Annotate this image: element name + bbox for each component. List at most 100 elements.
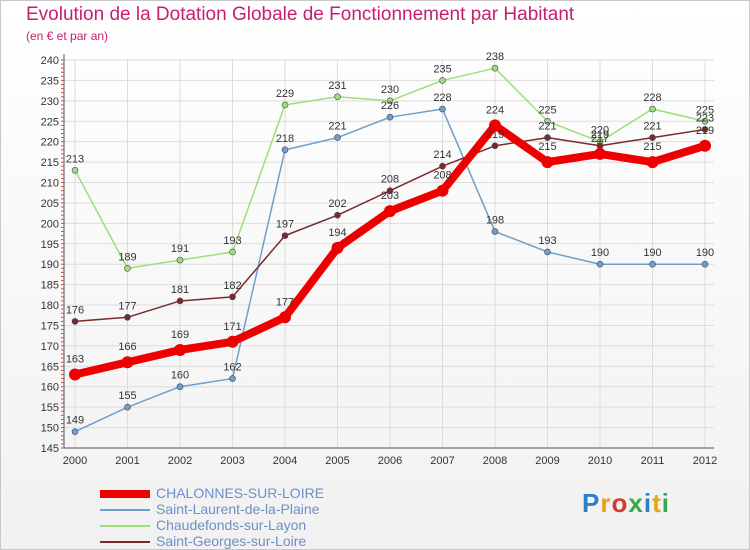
data-point xyxy=(386,187,394,194)
y-tick-label: 145 xyxy=(41,443,59,455)
y-tick-label: 195 xyxy=(41,239,59,251)
data-point xyxy=(334,93,341,101)
y-tick-label: 165 xyxy=(41,361,59,373)
y-tick-label: 230 xyxy=(41,96,59,108)
x-tick-label: 2011 xyxy=(641,455,665,467)
brand-letter: P xyxy=(582,488,601,518)
y-tick-label: 235 xyxy=(41,75,59,87)
data-label: 218 xyxy=(276,133,294,145)
legend-label: Saint-Laurent-de-la-Plaine xyxy=(156,501,320,517)
x-tick-label: 2007 xyxy=(430,455,454,467)
data-label: 176 xyxy=(66,304,84,316)
brand-letter: t xyxy=(652,488,662,518)
data-labels: 163 166 169 171 177 194 203 208 224 215 217 215 219 1… xyxy=(66,51,714,426)
y-tick-label: 160 xyxy=(41,382,59,394)
chart-title: Evolution de la Dotation Globale de Fonc… xyxy=(26,4,575,25)
y-tick-label: 185 xyxy=(41,280,59,292)
data-label: 189 xyxy=(118,251,136,263)
data-label: 225 xyxy=(538,104,556,116)
data-point xyxy=(649,260,656,268)
data-label: 177 xyxy=(276,296,294,308)
y-tick-label: 180 xyxy=(41,300,59,312)
y-tick-label: 210 xyxy=(41,178,59,190)
data-label: 191 xyxy=(171,243,189,255)
data-label: 235 xyxy=(433,63,451,75)
x-tick-label: 2008 xyxy=(483,455,507,467)
x-tick-label: 2004 xyxy=(273,455,297,467)
data-label: 226 xyxy=(381,100,399,112)
data-label: 182 xyxy=(223,280,241,292)
data-label: 160 xyxy=(171,370,189,382)
data-point xyxy=(436,184,449,197)
brand-letter: i xyxy=(643,488,653,518)
data-label: 194 xyxy=(328,227,346,239)
data-point xyxy=(229,248,236,256)
data-label: 190 xyxy=(591,247,609,259)
data-point xyxy=(174,343,186,356)
data-point xyxy=(439,105,446,113)
y-tick-label: 190 xyxy=(41,259,59,271)
data-point xyxy=(596,260,604,268)
legend-label: CHALONNES-SUR-LOIRE xyxy=(156,485,325,501)
data-label: 221 xyxy=(643,121,661,133)
y-tick-label: 205 xyxy=(41,198,59,210)
x-tick-label: 2002 xyxy=(168,455,192,467)
data-label: 198 xyxy=(486,215,504,227)
x-tick-label: 2006 xyxy=(378,455,402,467)
y-tick-label: 225 xyxy=(41,116,59,128)
x-tick-label: 2000 xyxy=(63,455,87,467)
data-label: 230 xyxy=(381,84,399,96)
data-label: 208 xyxy=(381,174,399,186)
data-point xyxy=(124,264,131,272)
data-label: 219 xyxy=(591,129,609,141)
data-label: 223 xyxy=(696,112,714,124)
data-point xyxy=(281,101,289,109)
data-label: 163 xyxy=(66,353,84,365)
data-point xyxy=(124,403,131,411)
data-label: 221 xyxy=(538,121,556,133)
x-tick-label: 2005 xyxy=(325,455,349,467)
y-tick-label: 240 xyxy=(41,55,59,67)
y-tick-label: 175 xyxy=(41,320,59,332)
data-point xyxy=(701,126,709,133)
brand-letter: x xyxy=(628,488,644,518)
data-label: 215 xyxy=(643,141,661,153)
series-layer xyxy=(69,64,711,435)
x-tick-label: 2009 xyxy=(535,455,559,467)
data-label: 215 xyxy=(538,141,556,153)
data-point xyxy=(544,117,551,125)
y-tick-label: 215 xyxy=(41,157,59,169)
data-point xyxy=(124,314,131,321)
data-label: 203 xyxy=(381,190,399,202)
data-point xyxy=(544,134,551,141)
data-point xyxy=(226,335,239,348)
data-label: 219 xyxy=(696,125,714,137)
data-label: 220 xyxy=(591,125,609,137)
data-point xyxy=(439,77,446,84)
data-label: 193 xyxy=(538,235,556,247)
data-point xyxy=(71,318,79,325)
data-point xyxy=(701,117,709,125)
data-label: 181 xyxy=(171,284,189,296)
data-point xyxy=(439,162,446,170)
legend-swatch xyxy=(100,525,150,527)
data-label: 202 xyxy=(328,198,346,210)
data-label: 221 xyxy=(328,121,346,133)
data-point xyxy=(649,105,656,113)
data-label: 169 xyxy=(171,329,189,341)
brand-letter: o xyxy=(611,488,629,518)
data-label: 219 xyxy=(486,129,504,141)
data-label: 155 xyxy=(118,390,136,402)
data-label: 177 xyxy=(118,300,136,312)
data-point xyxy=(229,293,236,301)
data-point xyxy=(384,205,396,218)
data-point xyxy=(491,142,499,150)
x-tick-label: 2003 xyxy=(220,455,244,467)
data-point xyxy=(649,134,656,141)
data-point xyxy=(121,356,134,369)
data-point xyxy=(176,297,184,305)
y-tick-label: 170 xyxy=(41,341,59,353)
data-point xyxy=(386,113,394,121)
